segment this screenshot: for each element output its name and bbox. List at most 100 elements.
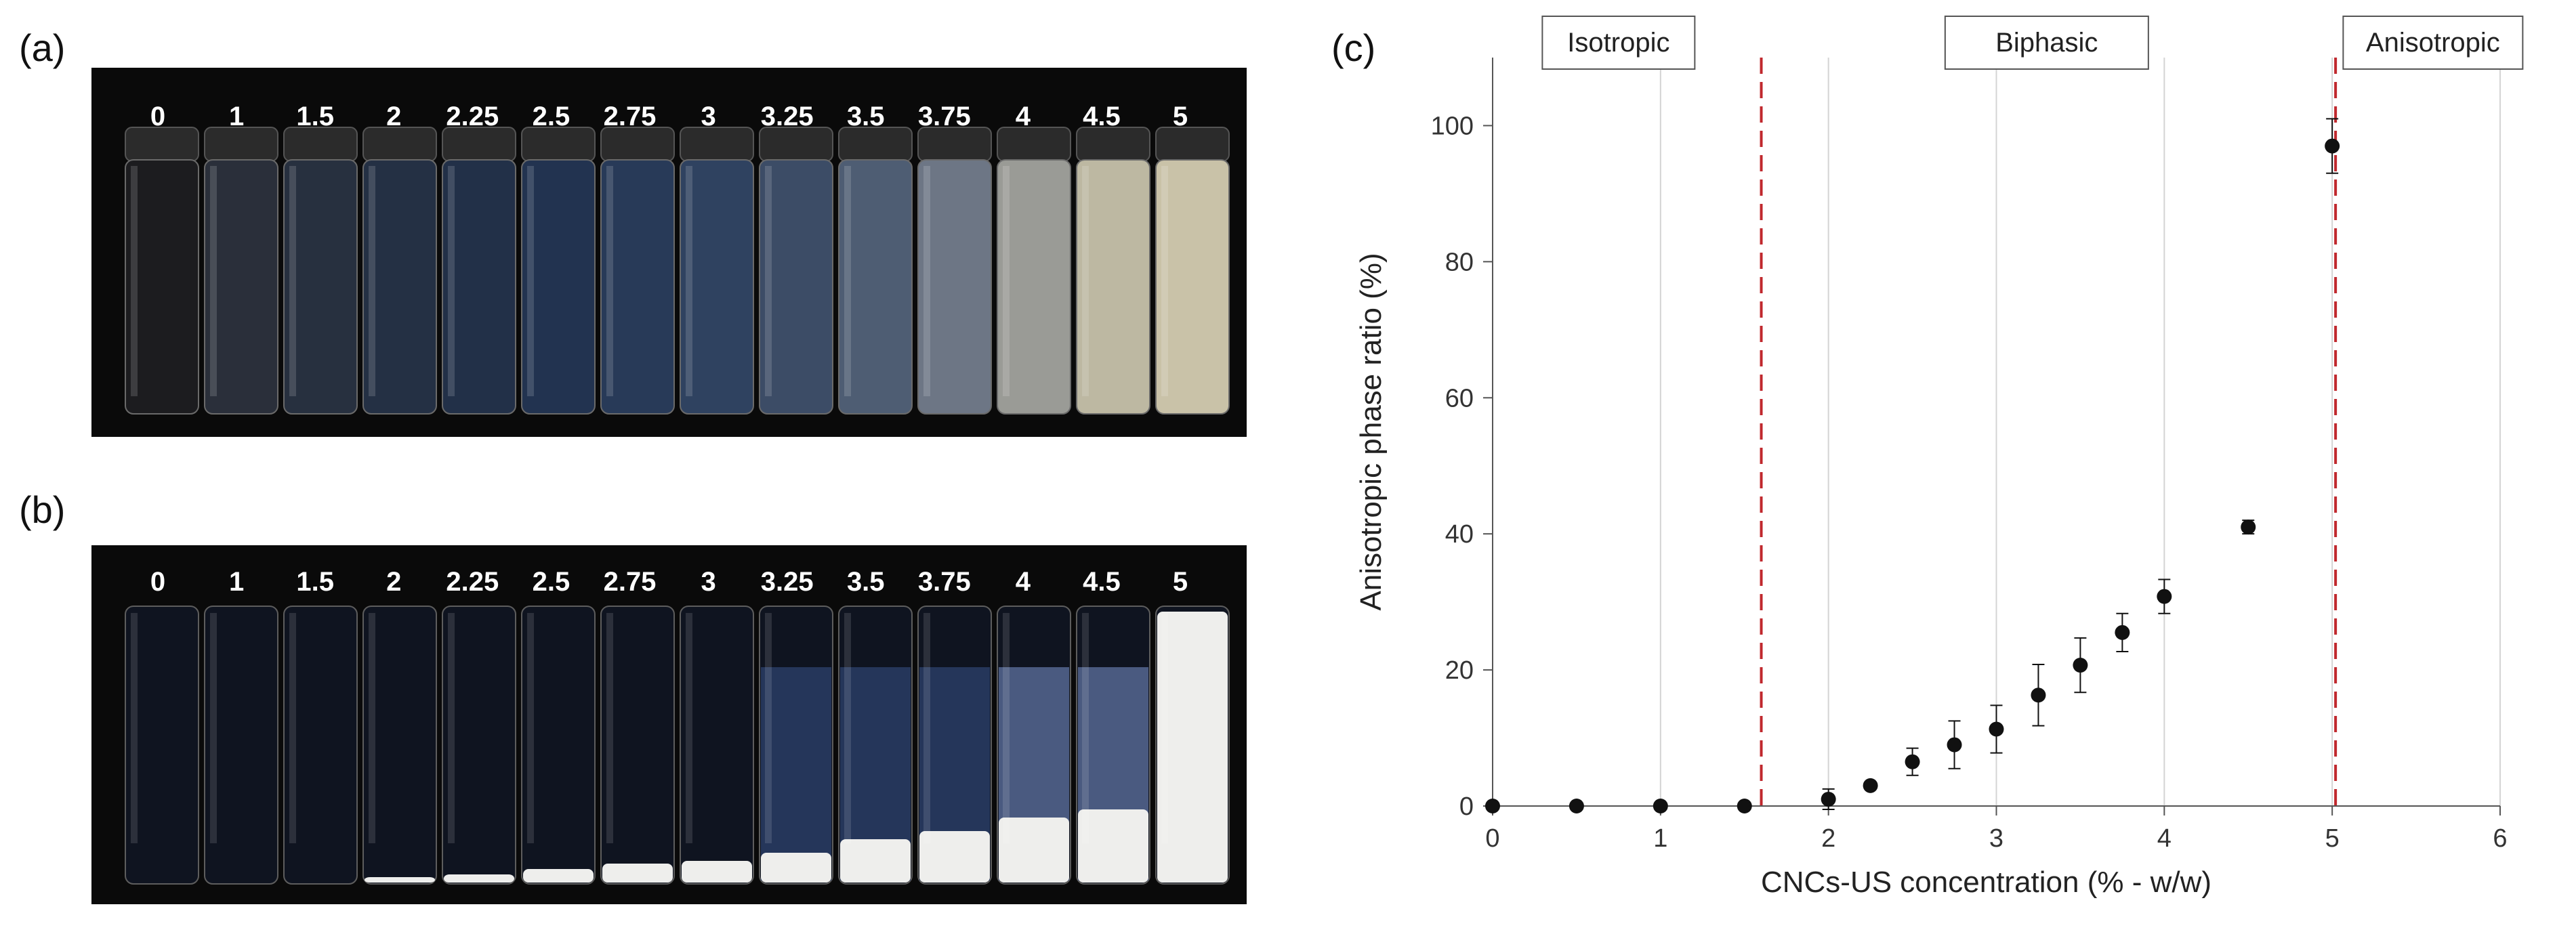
data-point — [1653, 799, 1668, 813]
vial-glare — [1003, 613, 1010, 843]
panel-label-c: (c) — [1331, 26, 1376, 69]
vial-glare — [527, 613, 534, 843]
photo-a-concentration-label: 2 — [386, 102, 402, 131]
vial-photo-a: 0 1 1.5 2 2.25 2.5 2.75 3 3.25 3.5 3.75 4 4.5 5 — [91, 68, 1247, 437]
vial-white-phase — [444, 874, 514, 883]
y-tick-label: 80 — [1445, 248, 1474, 276]
vial-glare — [1003, 166, 1010, 396]
vial-body — [680, 159, 754, 415]
photo-b-concentration-label: 5 — [1172, 567, 1188, 597]
vial-cap — [1076, 127, 1150, 162]
data-point — [1485, 799, 1500, 813]
vial-photo-b: 0 1 1.5 2 2.25 2.5 2.75 3 3.25 3.5 3.75 4 4.5 5 — [91, 545, 1247, 904]
vial-body — [997, 159, 1071, 415]
vial-a — [442, 127, 516, 415]
vial-cap — [204, 127, 278, 162]
vial-cap — [1155, 127, 1230, 162]
data-point — [2115, 624, 2130, 640]
photo-b-concentration-label: 3.5 — [846, 567, 885, 597]
photo-b-concentration-label: 0 — [150, 567, 166, 597]
vial-glare — [289, 613, 296, 843]
vial-glare — [448, 166, 455, 396]
vial-white-phase — [523, 869, 594, 883]
vial-glare — [686, 166, 692, 396]
vial-white-phase — [761, 853, 831, 883]
vial-b — [1155, 606, 1230, 885]
vial-b — [204, 606, 278, 885]
vial-a — [759, 127, 833, 415]
vial-a — [680, 127, 754, 415]
vial-body — [521, 159, 596, 415]
x-tick-label: 3 — [1989, 824, 2003, 853]
vial-glare — [1161, 613, 1168, 843]
vial-a — [838, 127, 913, 415]
vial-cap — [838, 127, 913, 162]
vial-cap — [997, 127, 1071, 162]
vial-b — [680, 606, 754, 885]
vial-glare — [606, 166, 613, 396]
photo-b-concentration-label: 1.5 — [296, 567, 334, 597]
vial-a — [997, 127, 1071, 415]
x-tick-label: 1 — [1653, 824, 1667, 853]
vial-cap — [125, 127, 199, 162]
vial-a — [125, 127, 199, 415]
vial-b — [917, 606, 992, 885]
vial-glare — [210, 166, 217, 396]
vial-body — [362, 159, 437, 415]
x-tick-label: 5 — [2325, 824, 2340, 853]
vial-a — [362, 127, 437, 415]
vial-glare — [131, 613, 138, 843]
vial-cap — [362, 127, 437, 162]
region-label-box: Isotropic — [1541, 16, 1696, 70]
data-point — [2241, 520, 2256, 535]
vial-white-phase — [840, 839, 911, 883]
x-tick-label: 0 — [1485, 824, 1499, 853]
y-tick-label: 40 — [1445, 520, 1474, 549]
vial-white-phase — [999, 818, 1069, 883]
vial-cap — [680, 127, 754, 162]
vial-glare — [923, 613, 930, 843]
y-tick-label: 0 — [1459, 792, 1474, 821]
region-label-box: Anisotropic — [2342, 16, 2524, 70]
photo-a-concentration-label: 5 — [1172, 102, 1188, 131]
vial-body — [600, 606, 675, 885]
panel-label-b: (b) — [19, 488, 66, 531]
data-point — [1947, 737, 1962, 753]
vial-body — [283, 606, 358, 885]
panel-label-a: (a) — [19, 26, 66, 69]
photo-b-concentration-label: 1 — [228, 567, 245, 597]
photo-b-concentration-label: 2 — [386, 567, 402, 597]
vial-b — [521, 606, 596, 885]
vial-cap — [600, 127, 675, 162]
vial-a — [917, 127, 992, 415]
vial-cap — [521, 127, 596, 162]
data-point — [2073, 658, 2088, 673]
data-point — [2157, 589, 2172, 604]
x-tick-label: 2 — [1821, 824, 1835, 853]
region-label: Isotropic — [1567, 28, 1669, 58]
vial-b — [838, 606, 913, 885]
vial-body — [600, 159, 675, 415]
vial-glare — [765, 613, 772, 843]
y-tick-label: 20 — [1445, 656, 1474, 685]
vial-body — [204, 159, 278, 415]
vial-body — [1155, 159, 1230, 415]
vial-body — [1076, 159, 1150, 415]
photo-b-concentration-label: 3.75 — [917, 567, 971, 597]
concentration-labels-a: 0 1 1.5 2 2.25 2.5 2.75 3 3.25 3.5 3.75 4 4.5 5 — [91, 102, 1247, 132]
vial-cap — [917, 127, 992, 162]
vial-body — [838, 159, 913, 415]
photo-a-concentration-label: 1.5 — [296, 102, 334, 131]
vial-body — [442, 606, 516, 885]
vial-photo-a-graphic — [125, 127, 1230, 415]
vial-b — [442, 606, 516, 885]
vial-body — [283, 159, 358, 415]
photo-a-concentration-label: 1 — [228, 102, 245, 131]
vial-white-phase — [1157, 612, 1228, 883]
vial-glare — [369, 613, 375, 843]
photo-a-concentration-label: 4 — [1015, 102, 1031, 131]
photo-a-concentration-label: 0 — [150, 102, 166, 131]
photo-a-concentration-label: 2.25 — [446, 102, 499, 131]
vial-b — [283, 606, 358, 885]
photo-a-concentration-label: 4.5 — [1083, 102, 1121, 131]
